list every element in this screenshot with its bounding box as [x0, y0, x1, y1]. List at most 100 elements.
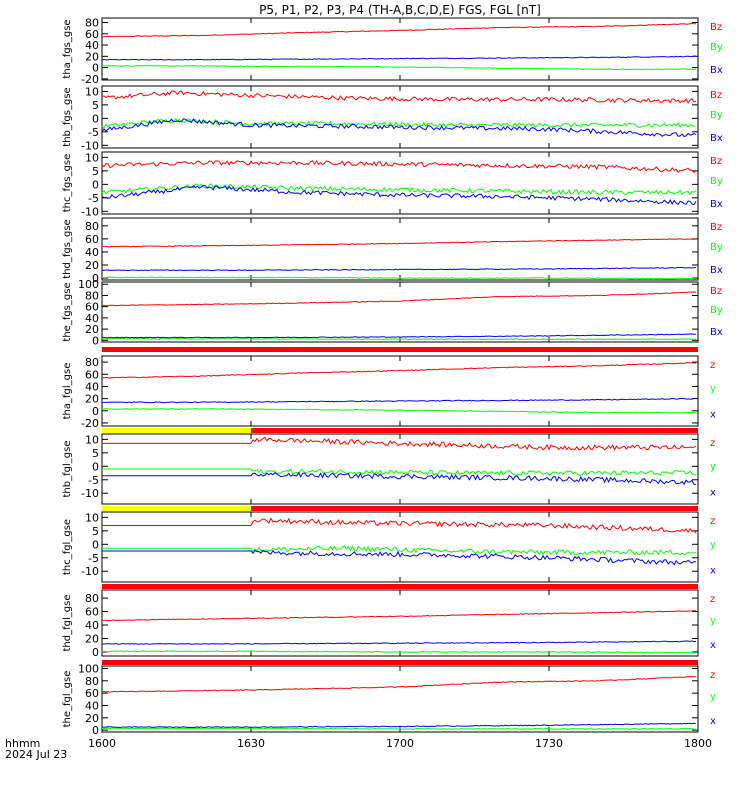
x-tick-label: 1630: [237, 737, 265, 750]
y-tick-label: -5: [88, 192, 99, 205]
y-tick-label: -5: [88, 126, 99, 139]
legend-y: y: [710, 540, 716, 551]
y-tick-label: 0: [92, 62, 99, 75]
legend-bx: Bx: [710, 65, 723, 76]
y-tick-label: 60: [85, 301, 99, 314]
series-y-line: [101, 727, 697, 730]
legend-by: By: [710, 242, 723, 253]
legend-by: By: [710, 110, 723, 121]
panel-frame: [101, 281, 699, 343]
y-tick-label: 5: [92, 525, 99, 538]
y-tick-label: 10: [85, 433, 99, 446]
y-tick-label: 80: [85, 17, 99, 30]
y-axis-label: thc_fgl_gse: [62, 519, 73, 575]
legend-bz: Bz: [710, 286, 722, 297]
x-tick-label: 1600: [88, 737, 116, 750]
flag-bar-red: [102, 347, 698, 352]
legend-bx: Bx: [710, 327, 723, 338]
series-Bz-line: [101, 159, 697, 174]
y-axis-label: thd_fgs_gse: [62, 219, 73, 278]
y-tick-label: 0: [92, 724, 99, 737]
y-tick-label: 20: [85, 712, 99, 725]
y-axis-label: thb_fgl_gse: [62, 441, 73, 498]
panel-frame: [101, 151, 699, 215]
y-tick-label: 10: [85, 511, 99, 524]
legend-bz: Bz: [710, 22, 722, 33]
legend-y: y: [710, 384, 716, 395]
series-By-line: [101, 64, 697, 71]
flag-bar-red: [102, 584, 698, 589]
legend-z: z: [710, 516, 715, 527]
y-tick-label: 100: [78, 278, 99, 291]
legend-y: y: [710, 692, 716, 703]
legend-x: x: [710, 640, 716, 651]
series-Bz-line: [101, 22, 697, 38]
legend-x: x: [710, 409, 716, 420]
series-x-line: [101, 640, 697, 645]
series-x-line: [102, 549, 697, 566]
legend-y: y: [710, 616, 716, 627]
y-tick-label: 80: [85, 356, 99, 369]
y-tick-label: 0: [92, 646, 99, 659]
legend-x: x: [710, 716, 716, 727]
y-tick-label: 40: [85, 619, 99, 632]
panel-frame: [101, 665, 699, 733]
series-By-line: [101, 183, 697, 196]
y-axis-label: thc_fgs_gse: [62, 154, 73, 213]
legend-x: x: [710, 487, 716, 498]
series-z-line: [101, 362, 697, 379]
y-axis-label: the_fgs_gse: [62, 282, 73, 341]
y-tick-label: 80: [85, 220, 99, 233]
y-axis-label: tha_fgl_gse: [62, 363, 73, 420]
series-By-line: [101, 276, 697, 280]
y-tick-label: 5: [92, 447, 99, 460]
y-tick-label: 20: [85, 323, 99, 336]
y-tick-label: 40: [85, 246, 99, 259]
flag-bar-yellow: [102, 428, 251, 433]
y-tick-label: 10: [85, 151, 99, 164]
legend-z: z: [710, 670, 715, 681]
y-tick-label: 80: [85, 675, 99, 688]
x-tick-label: 1800: [684, 737, 712, 750]
y-tick-label: 60: [85, 687, 99, 700]
flag-bar-red: [102, 660, 698, 665]
flag-bar-red: [251, 506, 698, 511]
panel-frame: [101, 85, 699, 149]
y-tick-label: 0: [92, 112, 99, 125]
series-y-line: [102, 545, 697, 556]
legend-bz: Bz: [710, 90, 722, 101]
y-tick-label: 20: [85, 632, 99, 645]
y-tick-label: 10: [85, 85, 99, 98]
series-z-line: [102, 436, 697, 451]
chart-title: P5, P1, P2, P3, P4 (TH-A,B,C,D,E) FGS, F…: [259, 3, 541, 17]
y-tick-label: 20: [85, 393, 99, 406]
legend-bx: Bx: [710, 133, 723, 144]
panel-frame: [101, 511, 699, 583]
flag-bar-red: [251, 428, 698, 433]
y-tick-label: -10: [81, 205, 99, 218]
legend-x: x: [710, 565, 716, 576]
series-Bx-line: [101, 184, 697, 206]
time-axis-label: hhmm: [5, 737, 40, 750]
y-tick-label: 40: [85, 380, 99, 393]
y-tick-label: 60: [85, 233, 99, 246]
series-Bx-line: [101, 266, 696, 272]
series-x-line: [101, 397, 697, 404]
y-tick-label: -10: [81, 139, 99, 152]
y-axis-label: thd_fgl_gse: [62, 595, 73, 652]
series-Bx-line: [101, 55, 697, 61]
y-tick-label: 0: [92, 405, 99, 418]
legend-by: By: [710, 42, 723, 53]
legend-y: y: [710, 462, 716, 473]
legend-bx: Bx: [710, 265, 723, 276]
x-tick-label: 1730: [535, 737, 563, 750]
date-label: 2024 Jul 23: [5, 748, 67, 761]
legend-by: By: [710, 305, 723, 316]
panel-frame: [101, 589, 699, 657]
series-y-line: [102, 468, 697, 477]
